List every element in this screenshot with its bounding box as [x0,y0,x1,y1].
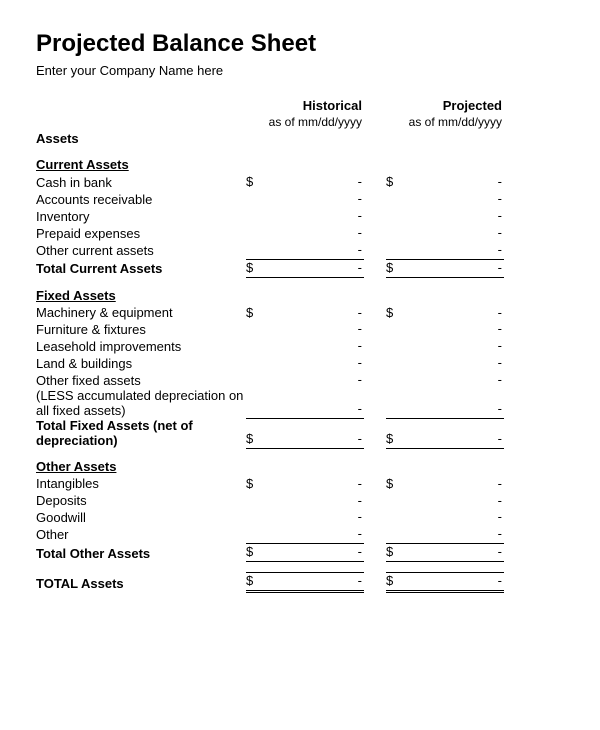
total-historical: - [264,543,364,562]
line-item: Intangibles [36,476,246,492]
historical-value[interactable]: - [264,372,364,389]
line-item: Furniture & fixtures [36,322,246,338]
currency-symbol: $ [386,174,404,191]
col-header-projected: Projected [404,98,504,115]
currency-symbol: $ [386,572,404,593]
projected-value[interactable]: - [404,401,504,419]
projected-value[interactable]: - [404,225,504,242]
currency-symbol: $ [386,259,404,278]
line-item: Land & buildings [36,356,246,372]
projected-value[interactable]: - [404,191,504,208]
currency-symbol: $ [246,174,264,191]
currency-symbol: $ [246,572,264,593]
projected-value[interactable]: - [404,242,504,259]
currency-symbol: $ [246,305,264,322]
total-projected: - [404,259,504,278]
less-depreciation-label: (LESS accumulated depreciation on all fi… [36,389,246,419]
projected-value[interactable]: - [404,509,504,526]
total-other-assets-label: Total Other Assets [36,546,246,562]
historical-value[interactable]: - [264,242,364,259]
line-item: Other fixed assets [36,373,246,389]
currency-symbol: $ [246,431,264,449]
projected-value[interactable]: - [404,493,504,510]
grand-total-historical: - [264,572,364,593]
total-projected: - [404,431,504,449]
historical-value[interactable]: - [264,174,364,191]
currency-symbol: $ [386,305,404,322]
total-projected: - [404,543,504,562]
page-title: Projected Balance Sheet [36,28,564,59]
currency-symbol: $ [386,476,404,493]
assets-heading: Assets [36,131,246,148]
current-assets-title: Current Assets [36,157,246,174]
historical-value[interactable]: - [264,476,364,493]
total-fixed-assets-label: Total Fixed Assets (net of depreciation) [36,419,246,449]
line-item: Other [36,527,246,543]
total-historical: - [264,431,364,449]
line-item: Inventory [36,209,246,225]
line-item: Cash in bank [36,175,246,191]
total-assets-label: TOTAL Assets [36,576,246,593]
line-item: Machinery & equipment [36,305,246,321]
line-item: Goodwill [36,510,246,526]
line-item: Accounts receivable [36,192,246,208]
currency-symbol: $ [386,543,404,562]
historical-value[interactable]: - [264,493,364,510]
projected-value[interactable]: - [404,174,504,191]
grand-total-projected: - [404,572,504,593]
line-item: Other current assets [36,243,246,259]
col-header-historical: Historical [264,98,364,115]
other-assets-title: Other Assets [36,459,246,476]
historical-value[interactable]: - [264,526,364,543]
historical-value[interactable]: - [264,321,364,338]
col-sub-projected: as of mm/dd/yyyy [404,115,504,131]
historical-value[interactable]: - [264,355,364,372]
currency-symbol: $ [246,476,264,493]
historical-value[interactable]: - [264,305,364,322]
projected-value[interactable]: - [404,208,504,225]
historical-value[interactable]: - [264,225,364,242]
projected-value[interactable]: - [404,305,504,322]
projected-value[interactable]: - [404,526,504,543]
balance-sheet-grid: Historical Projected as of mm/dd/yyyy as… [36,98,564,593]
line-item: Prepaid expenses [36,226,246,242]
company-name-placeholder[interactable]: Enter your Company Name here [36,63,564,80]
currency-symbol: $ [246,259,264,278]
historical-value[interactable]: - [264,191,364,208]
col-sub-historical: as of mm/dd/yyyy [264,115,364,131]
projected-value[interactable]: - [404,476,504,493]
line-item: Leasehold improvements [36,339,246,355]
fixed-assets-title: Fixed Assets [36,288,246,305]
historical-value[interactable]: - [264,509,364,526]
projected-value[interactable]: - [404,372,504,389]
historical-value[interactable]: - [264,338,364,355]
historical-value[interactable]: - [264,401,364,419]
currency-symbol: $ [386,431,404,449]
total-historical: - [264,259,364,278]
projected-value[interactable]: - [404,321,504,338]
projected-value[interactable]: - [404,355,504,372]
line-item: Deposits [36,493,246,509]
total-current-assets-label: Total Current Assets [36,261,246,277]
currency-symbol: $ [246,543,264,562]
historical-value[interactable]: - [264,208,364,225]
projected-value[interactable]: - [404,338,504,355]
